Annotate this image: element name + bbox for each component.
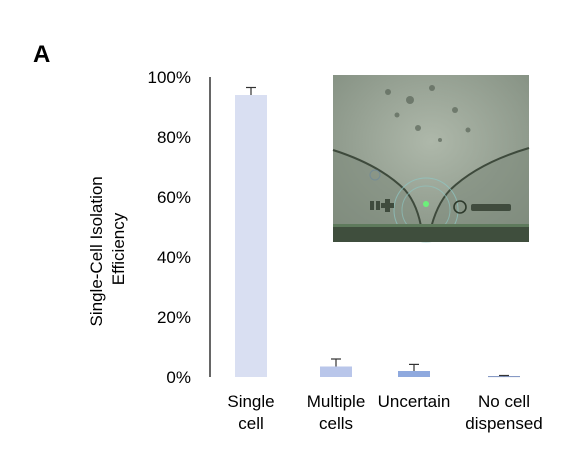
bar [320,366,352,377]
y-ticks: 0% 20% 40% 60% 80% 100% [148,68,191,387]
category-label: No cell dispensed [465,392,543,433]
category-label: Uncertain [378,392,451,411]
y-axis-title-line-2: Efficiency [109,212,128,285]
y-tick-label: 20% [157,308,191,327]
y-tick-label: 0% [166,368,191,387]
y-tick-label: 100% [148,68,191,87]
y-axis-title-line-1: Single-Cell Isolation [87,176,106,326]
y-tick-label: 60% [157,188,191,207]
bar [488,376,520,378]
bar [235,95,267,377]
panel-label: A [33,41,50,68]
bars [235,86,520,378]
category-labels: Single cell Multiple cells Uncertain No cell d… [227,392,542,433]
y-tick-label: 80% [157,128,191,147]
category-label: Multiple cells [307,392,366,433]
microscope-inset [332,75,530,243]
y-axis-title: Single-Cell Isolation Efficiency [87,172,128,327]
y-tick-label: 40% [157,248,191,267]
bar [398,371,430,377]
category-label: Single cell [227,392,274,433]
